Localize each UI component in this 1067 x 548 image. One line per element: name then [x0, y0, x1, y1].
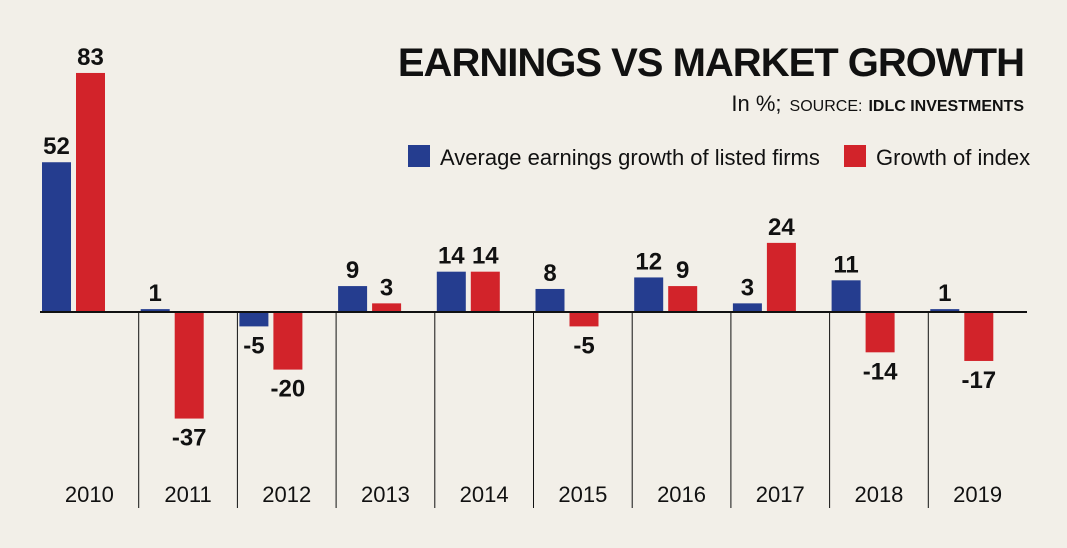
- label-earnings-2018: 11: [833, 251, 858, 278]
- x-tick-2017: 2017: [756, 482, 805, 507]
- bar-earnings-2019: [930, 309, 960, 312]
- x-tick-2012: 2012: [262, 482, 311, 507]
- x-tick-2016: 2016: [657, 482, 706, 507]
- subtitle-unit: In %;: [731, 91, 781, 116]
- label-earnings-2011: 1: [149, 280, 162, 307]
- bar-index-2011: [174, 312, 204, 419]
- axes-layer: [40, 311, 1027, 508]
- label-index-2012: -20: [271, 376, 306, 403]
- bar-index-2012: [273, 312, 303, 370]
- label-earnings-2015: 8: [543, 260, 556, 287]
- legend-label-earnings: Average earnings growth of listed firms: [440, 145, 820, 170]
- bar-earnings-2011: [140, 309, 170, 312]
- bar-index-2010: [76, 72, 105, 313]
- label-earnings-2014: 14: [438, 243, 465, 270]
- label-index-2018: -14: [863, 358, 898, 385]
- bar-index-2015: [569, 312, 599, 327]
- legend-swatch-index: [844, 145, 866, 167]
- bar-index-2014: [470, 271, 500, 312]
- label-index-2013: 3: [380, 274, 393, 301]
- chart-subtitle: In %; SOURCE: IDLC INVESTMENTS: [731, 91, 1024, 116]
- legend-label-index: Growth of index: [876, 145, 1030, 170]
- bar-earnings-2014: [436, 271, 466, 312]
- legend: Average earnings growth of listed firms …: [408, 145, 1030, 170]
- label-earnings-2016: 12: [635, 248, 662, 275]
- bar-earnings-2013: [338, 286, 368, 312]
- bar-earnings-2012: [239, 312, 269, 327]
- x-tick-2013: 2013: [361, 482, 410, 507]
- label-index-2010: 83: [77, 44, 104, 71]
- label-index-2014: 14: [472, 243, 499, 270]
- x-tick-2011: 2011: [164, 482, 211, 507]
- bar-index-2017: [766, 242, 796, 312]
- label-earnings-2010: 52: [43, 133, 70, 160]
- label-index-2019: -17: [961, 367, 996, 394]
- label-earnings-2013: 9: [346, 257, 359, 284]
- x-tick-2010: 2010: [65, 482, 114, 507]
- x-tick-2018: 2018: [854, 482, 903, 507]
- label-index-2017: 24: [768, 214, 795, 241]
- label-earnings-2017: 3: [741, 274, 754, 301]
- bar-index-2018: [865, 312, 895, 353]
- source-name: IDLC INVESTMENTS: [868, 98, 1024, 115]
- bars-layer: [42, 72, 994, 419]
- label-index-2011: -37: [172, 425, 207, 452]
- bar-earnings-2017: [732, 303, 762, 312]
- bar-earnings-2010: [42, 162, 71, 312]
- x-tick-2019: 2019: [953, 482, 1002, 507]
- label-earnings-2012: -5: [243, 332, 264, 359]
- bar-earnings-2015: [535, 288, 565, 312]
- chart-title: EARNINGS VS MARKET GROWTH: [398, 41, 1024, 85]
- label-earnings-2019: 1: [938, 280, 951, 307]
- bar-index-2013: [372, 303, 402, 312]
- x-tick-2015: 2015: [558, 482, 607, 507]
- legend-swatch-earnings: [408, 145, 430, 167]
- label-index-2015: -5: [573, 332, 594, 359]
- label-index-2016: 9: [676, 257, 689, 284]
- x-tick-2014: 2014: [460, 482, 509, 507]
- bar-index-2019: [964, 312, 994, 361]
- bar-earnings-2018: [831, 280, 861, 312]
- source-label: SOURCE:: [790, 98, 863, 115]
- bar-index-2016: [668, 286, 698, 312]
- bar-earnings-2016: [634, 277, 664, 312]
